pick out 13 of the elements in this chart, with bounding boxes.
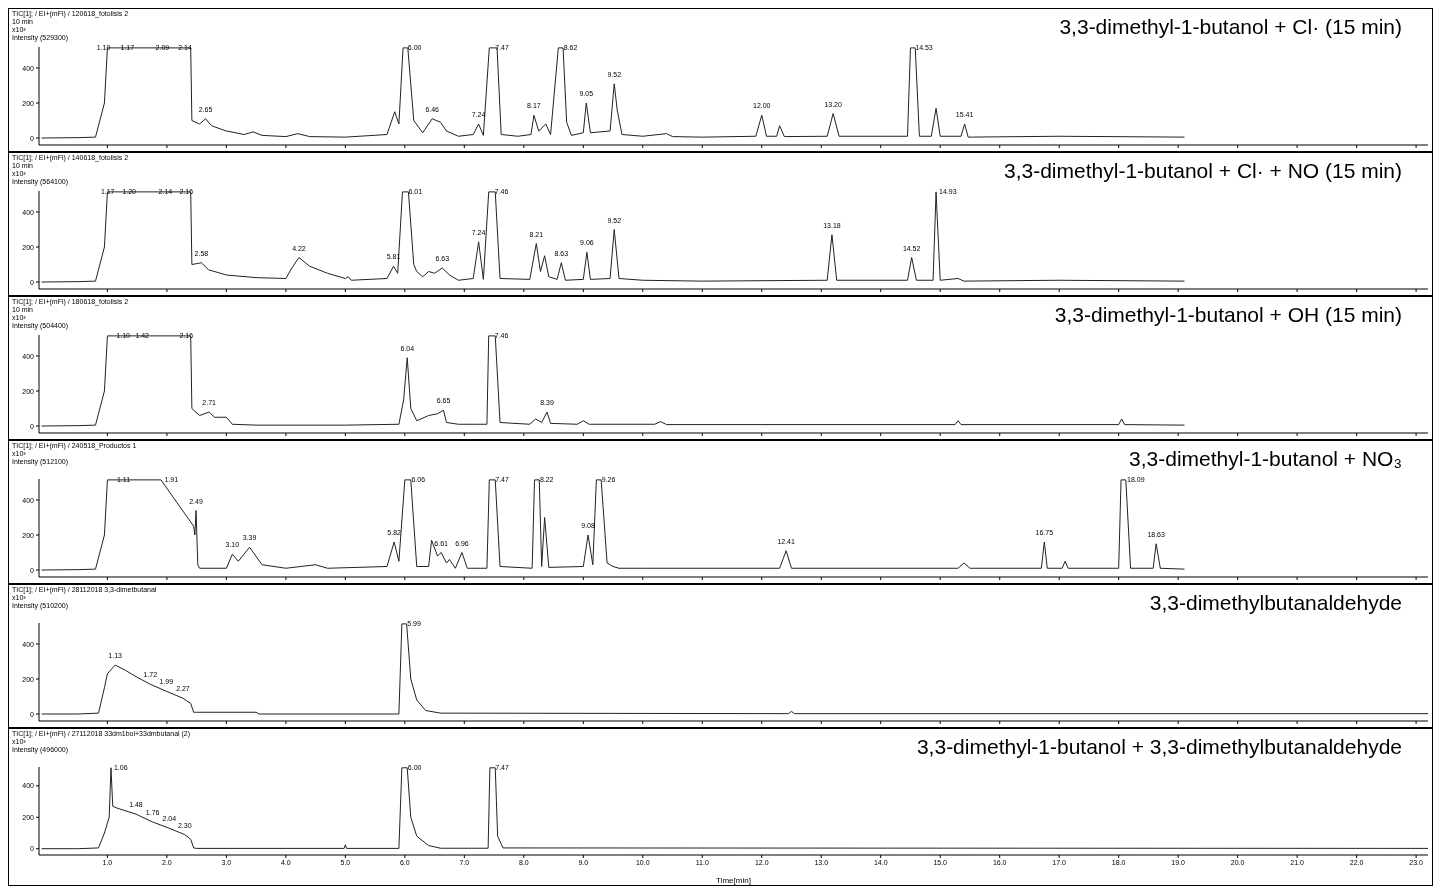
chart-title: 3,3-dimethyl-1-butanol + Cl· (15 min) [1059, 15, 1402, 39]
chart-title: 3,3-dimethyl-1-butanol + NO₃ [1129, 447, 1402, 471]
chart-title: 3,3-dimethyl-1-butanol + 3,3-dimethylbutanaldehyde [916, 735, 1402, 759]
x-axis-title: Time[min] [716, 876, 751, 885]
line-series [41, 47, 1185, 139]
chart-title: 3,3-dimethyl-1-butanol + Cl· + NO (15 min) [1004, 159, 1402, 183]
line-series [41, 623, 1428, 715]
line-series [41, 479, 1185, 571]
chart-title: 3,3-dimethyl-1-butanol + OH (15 min) [1054, 303, 1402, 327]
line-series [41, 191, 1185, 283]
line-series [41, 335, 1185, 427]
line-series [41, 767, 1428, 850]
chart-title: 3,3-dimethylbutanaldehyde [1149, 591, 1402, 615]
